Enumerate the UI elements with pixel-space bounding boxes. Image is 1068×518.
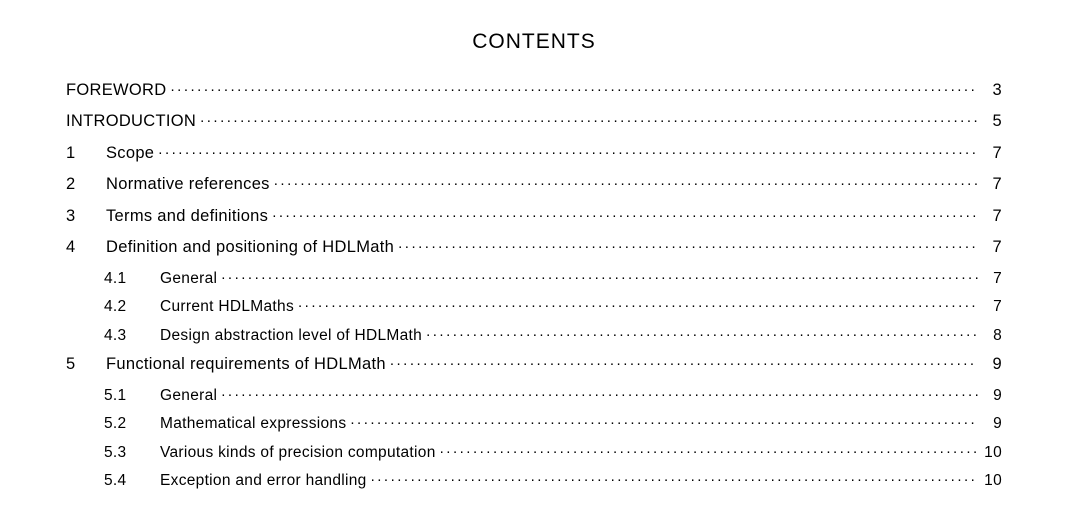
toc-entry: 2Normative references 7 xyxy=(66,173,1002,195)
toc-leader-dots xyxy=(426,324,978,340)
toc-entry-page: 5 xyxy=(978,112,1002,131)
toc-entry-label: Functional requirements of HDLMath xyxy=(106,355,390,374)
toc-entry-page: 3 xyxy=(978,81,1002,100)
toc-entry: 3Terms and definitions 7 xyxy=(66,204,1002,226)
toc-entry-page: 9 xyxy=(978,355,1002,374)
toc-entry-number: 4.2 xyxy=(104,298,160,316)
toc-entry-number: 1 xyxy=(66,144,106,163)
toc-leader-dots xyxy=(390,353,978,370)
toc-entry-page: 7 xyxy=(978,144,1002,163)
toc-entry-label: General xyxy=(160,387,221,405)
toc-leader-dots xyxy=(274,173,978,190)
toc-entry-page: 7 xyxy=(978,238,1002,257)
toc-leader-dots xyxy=(221,267,978,283)
toc-entry: FOREWORD 3 xyxy=(66,78,1002,100)
toc-leader-dots xyxy=(298,296,978,312)
toc-entry-label: Exception and error handling xyxy=(160,472,371,490)
toc-entry-label: Scope xyxy=(106,144,158,163)
toc-entry-number: 5.1 xyxy=(104,387,160,405)
toc-leader-dots xyxy=(221,384,978,400)
toc-entry-label: INTRODUCTION xyxy=(66,112,200,131)
toc-entry-label: Design abstraction level of HDLMath xyxy=(160,327,426,345)
toc-entry: 1Scope 7 xyxy=(66,141,1002,163)
toc-entry-label: Mathematical expressions xyxy=(160,415,350,433)
toc-entry-page: 10 xyxy=(978,472,1002,490)
toc-entry-page: 7 xyxy=(978,207,1002,226)
toc-leader-dots xyxy=(170,78,978,95)
toc-leader-dots xyxy=(398,236,978,253)
toc-entry-page: 7 xyxy=(978,175,1002,194)
toc-leader-dots xyxy=(158,141,978,158)
toc-entry: INTRODUCTION 5 xyxy=(66,110,1002,132)
toc-entry-page: 10 xyxy=(978,444,1002,462)
toc-entry-number: 5 xyxy=(66,355,106,374)
toc-leader-dots xyxy=(371,470,978,486)
toc-entry-label: Definition and positioning of HDLMath xyxy=(106,238,398,257)
toc-entry: 5.4Exception and error handling 10 xyxy=(66,470,1002,491)
toc-entry-page: 8 xyxy=(978,327,1002,345)
toc-entry-number: 4 xyxy=(66,238,106,257)
toc-entry: 4.1General 7 xyxy=(66,267,1002,288)
toc-entry-page: 9 xyxy=(978,387,1002,405)
toc-entry-number: 2 xyxy=(66,175,106,194)
toc-entry-number: 5.2 xyxy=(104,415,160,433)
toc-entry-page: 7 xyxy=(978,298,1002,316)
contents-page: CONTENTS FOREWORD3INTRODUCTION51Scope72N… xyxy=(0,0,1068,518)
toc-entry: 4.2Current HDLMaths 7 xyxy=(66,296,1002,317)
toc-entry: 4Definition and positioning of HDLMath 7 xyxy=(66,236,1002,258)
toc-entry-label: Various kinds of precision computation xyxy=(160,444,440,462)
toc-entry: 5.1General 9 xyxy=(66,384,1002,405)
toc-entry-label: General xyxy=(160,270,221,288)
toc-entry-page: 7 xyxy=(978,270,1002,288)
table-of-contents: FOREWORD3INTRODUCTION51Scope72Normative … xyxy=(66,78,1002,490)
toc-entry-label: Terms and definitions xyxy=(106,207,272,226)
toc-leader-dots xyxy=(440,441,978,457)
toc-entry: 5.2Mathematical expressions 9 xyxy=(66,413,1002,434)
toc-entry-number: 4.3 xyxy=(104,327,160,345)
toc-entry-page: 9 xyxy=(978,415,1002,433)
page-title: CONTENTS xyxy=(66,30,1002,54)
toc-entry-number: 5.3 xyxy=(104,444,160,462)
toc-entry-label: Current HDLMaths xyxy=(160,298,298,316)
toc-entry-label: Normative references xyxy=(106,175,274,194)
toc-leader-dots xyxy=(272,204,978,221)
toc-leader-dots xyxy=(350,413,978,429)
toc-entry: 5.3Various kinds of precision computatio… xyxy=(66,441,1002,462)
toc-entry: 4.3Design abstraction level of HDLMath 8 xyxy=(66,324,1002,345)
toc-entry: 5Functional requirements of HDLMath 9 xyxy=(66,353,1002,375)
toc-entry-number: 4.1 xyxy=(104,270,160,288)
toc-entry-label: FOREWORD xyxy=(66,81,170,100)
toc-entry-number: 3 xyxy=(66,207,106,226)
toc-leader-dots xyxy=(200,110,978,127)
toc-entry-number: 5.4 xyxy=(104,472,160,490)
